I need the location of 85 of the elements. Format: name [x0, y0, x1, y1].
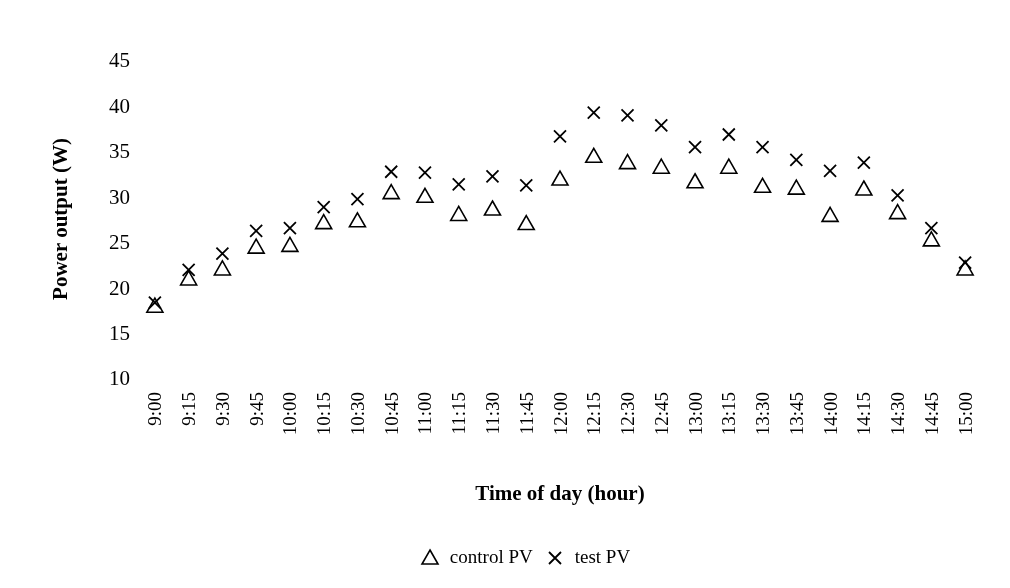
point: [519, 178, 534, 193]
point: [247, 238, 265, 254]
point: [350, 192, 365, 206]
x-axis-title: Time of day (hour): [475, 481, 645, 505]
point: [451, 177, 466, 192]
y-axis-title: Power output (W): [48, 138, 73, 300]
point: [787, 179, 806, 195]
x-tick-label: 13:30: [752, 392, 774, 436]
y-tick-label: 45: [109, 48, 130, 73]
x-tick-label: 9:15: [178, 392, 200, 426]
x-tick-label: 14:30: [887, 392, 909, 436]
x-tick-label: 10:15: [313, 392, 335, 436]
point: [721, 127, 736, 142]
point: [688, 140, 702, 155]
point: [384, 164, 399, 179]
point: [888, 203, 907, 220]
point: [485, 169, 500, 184]
x-tick-label: 12:15: [583, 392, 605, 436]
point: [551, 170, 569, 186]
point: [314, 213, 333, 230]
x-tick-label: 9:00: [144, 392, 166, 426]
x-tick-label: 13:15: [718, 392, 740, 436]
x-tick-label: 11:30: [481, 392, 503, 435]
point: [755, 140, 770, 155]
point: [890, 188, 905, 203]
point: [316, 200, 331, 215]
point: [620, 108, 635, 123]
point: [855, 180, 873, 196]
point: [686, 172, 704, 189]
point: [856, 155, 871, 170]
point: [483, 200, 502, 216]
y-tick-label: 25: [109, 230, 130, 255]
x-tick-label: 14:45: [920, 392, 942, 436]
point: [553, 129, 567, 144]
y-tick-label: 10: [109, 366, 130, 391]
point: [249, 223, 264, 238]
point: [179, 270, 198, 286]
legend-label: test PV: [574, 546, 631, 568]
x-tick-label: 11:45: [515, 392, 537, 435]
point: [720, 158, 738, 175]
point: [789, 153, 804, 167]
point: [348, 212, 367, 228]
x-tick-label: 9:30: [211, 392, 233, 426]
point: [416, 187, 434, 204]
point: [823, 163, 837, 178]
point: [618, 153, 637, 170]
legend-label: control PV: [449, 546, 533, 568]
x-tick-label: 14:00: [819, 392, 841, 436]
point: [215, 246, 230, 261]
point: [654, 118, 669, 133]
x-tick-label: 11:15: [448, 392, 470, 435]
point: [418, 165, 432, 180]
point: [146, 297, 164, 314]
point: [922, 231, 941, 247]
point: [586, 105, 601, 120]
x-tick-label: 14:15: [853, 392, 875, 436]
x-tick-label: 12:45: [650, 392, 672, 436]
point: [956, 260, 974, 276]
x-tick-label: 12:30: [617, 392, 639, 436]
x-tick-label: 9:45: [245, 392, 267, 426]
point: [449, 205, 468, 222]
point: [652, 158, 671, 175]
x-tick-label: 13:45: [785, 392, 807, 436]
point: [283, 221, 297, 235]
y-tick-label: 30: [109, 184, 130, 209]
point: [753, 177, 772, 194]
y-tick-label: 40: [109, 93, 130, 118]
x-tick-label: 11:00: [414, 392, 436, 435]
point: [517, 214, 536, 231]
y-tick-label: 15: [109, 321, 130, 346]
point: [821, 206, 839, 223]
point: [584, 147, 603, 164]
point: [382, 183, 400, 200]
point: [281, 236, 299, 253]
y-tick-label: 35: [109, 139, 130, 164]
x-tick-label: 12:00: [549, 392, 571, 436]
point: [181, 262, 196, 277]
x-tick-label: 10:45: [380, 392, 402, 436]
x-tick-label: 15:00: [954, 392, 976, 436]
x-tick-label: 10:00: [279, 392, 301, 436]
point: [213, 260, 232, 276]
point: [924, 221, 939, 235]
x-tick-label: 13:00: [684, 392, 706, 436]
y-tick-label: 20: [109, 275, 130, 300]
x-tick-label: 10:30: [346, 392, 368, 436]
